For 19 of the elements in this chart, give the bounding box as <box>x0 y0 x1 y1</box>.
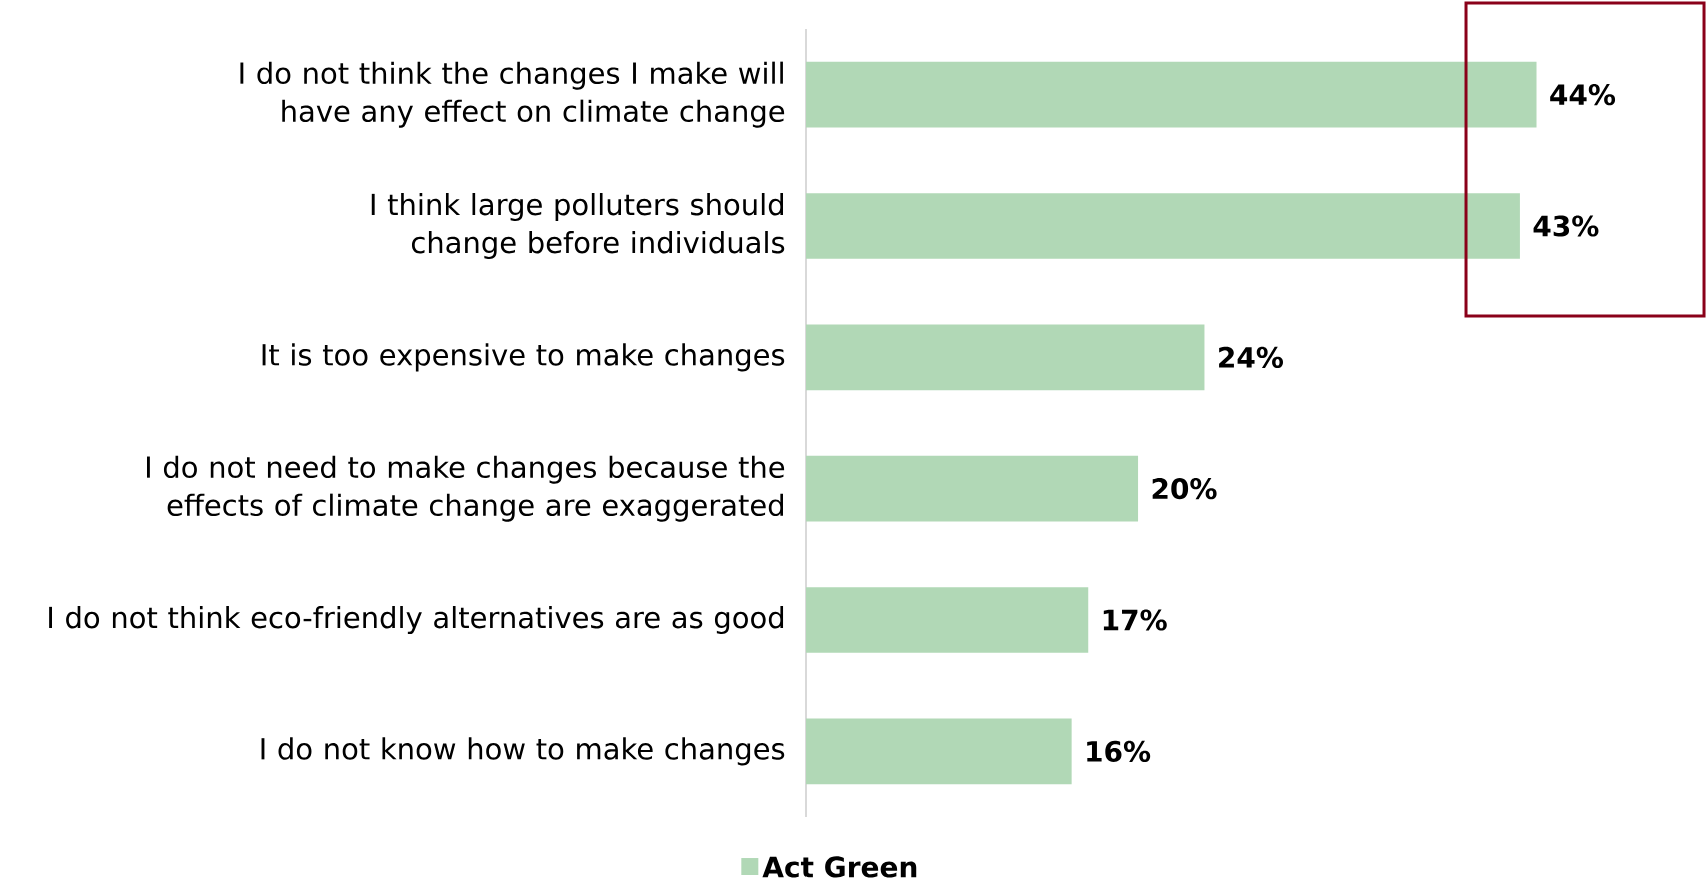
y-tick-label: I do not need to make changes because the effects of climate change are exaggerated <box>146 455 785 522</box>
bar <box>806 193 1520 259</box>
y-tick-label: I do not think the changes I make will have any effect on climate change <box>240 61 785 128</box>
data-label: 24% <box>1219 346 1283 368</box>
y-tick-label: I think large polluters should change before individuals <box>371 192 785 260</box>
data-label: 43% <box>1533 215 1599 237</box>
y-tick-label: I do not think eco-friendly alternatives are as good <box>49 605 784 635</box>
y-tick-label: I do not know how to make changes <box>261 737 785 766</box>
bar <box>806 455 1139 522</box>
data-label: 20% <box>1152 478 1217 500</box>
y-tick-label: It is too expensive to make changes <box>262 343 785 372</box>
data-label: 16% <box>1087 740 1151 762</box>
bar <box>806 587 1089 653</box>
legend-label: Act Green <box>762 856 917 878</box>
bar <box>806 61 1537 128</box>
data-label: 44% <box>1550 84 1616 106</box>
data-label: 17% <box>1103 609 1167 631</box>
bar <box>806 718 1072 785</box>
bar <box>806 324 1205 391</box>
